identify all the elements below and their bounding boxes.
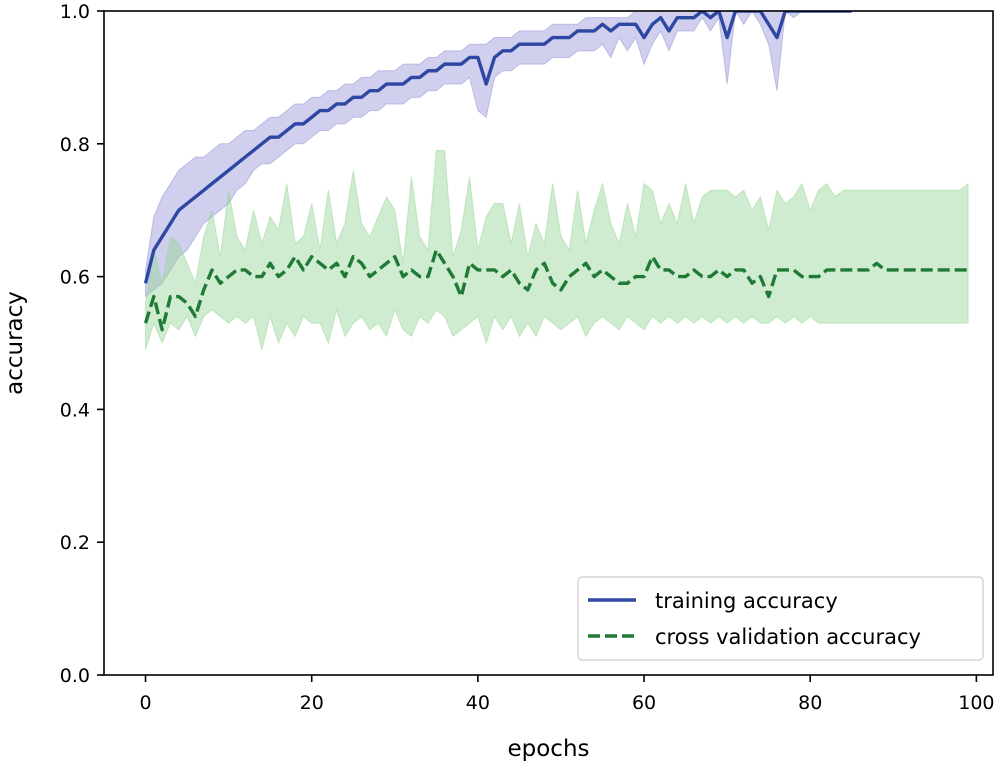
legend: training accuracy cross validation accur… bbox=[577, 576, 984, 661]
x-tick-label: 80 bbox=[798, 692, 822, 714]
band-cross-validation bbox=[145, 149, 969, 350]
legend-label-cross-validation: cross validation accuracy bbox=[655, 625, 921, 649]
y-axis-ticks: 0.0 0.2 0.4 0.6 0.8 1.0 bbox=[60, 1, 104, 687]
x-axis-title: epochs bbox=[507, 736, 589, 762]
series-lines bbox=[143, 11, 969, 332]
line-cross-validation bbox=[143, 248, 969, 332]
y-tick-label: 0.6 bbox=[60, 267, 90, 289]
y-tick-label: 0.8 bbox=[60, 134, 90, 156]
y-tick-label: 0.4 bbox=[60, 399, 90, 421]
x-tick-label: 100 bbox=[958, 692, 994, 714]
y-tick-label: 1.0 bbox=[60, 1, 90, 23]
x-tick-label: 20 bbox=[300, 692, 324, 714]
band-training bbox=[145, 11, 852, 298]
y-axis-title: accuracy bbox=[2, 291, 28, 395]
x-tick-label: 40 bbox=[466, 692, 490, 714]
y-tick-label: 0.2 bbox=[60, 532, 90, 554]
x-tick-label: 60 bbox=[632, 692, 656, 714]
line-training bbox=[143, 11, 852, 284]
legend-label-training: training accuracy bbox=[655, 589, 838, 613]
x-tick-label: 0 bbox=[139, 692, 151, 714]
legend-box bbox=[577, 576, 984, 661]
y-tick-label: 0.0 bbox=[60, 665, 90, 687]
x-axis-ticks: 0 20 40 60 80 100 bbox=[139, 675, 995, 714]
confidence-bands bbox=[145, 11, 969, 350]
plot-frame bbox=[103, 10, 994, 676]
